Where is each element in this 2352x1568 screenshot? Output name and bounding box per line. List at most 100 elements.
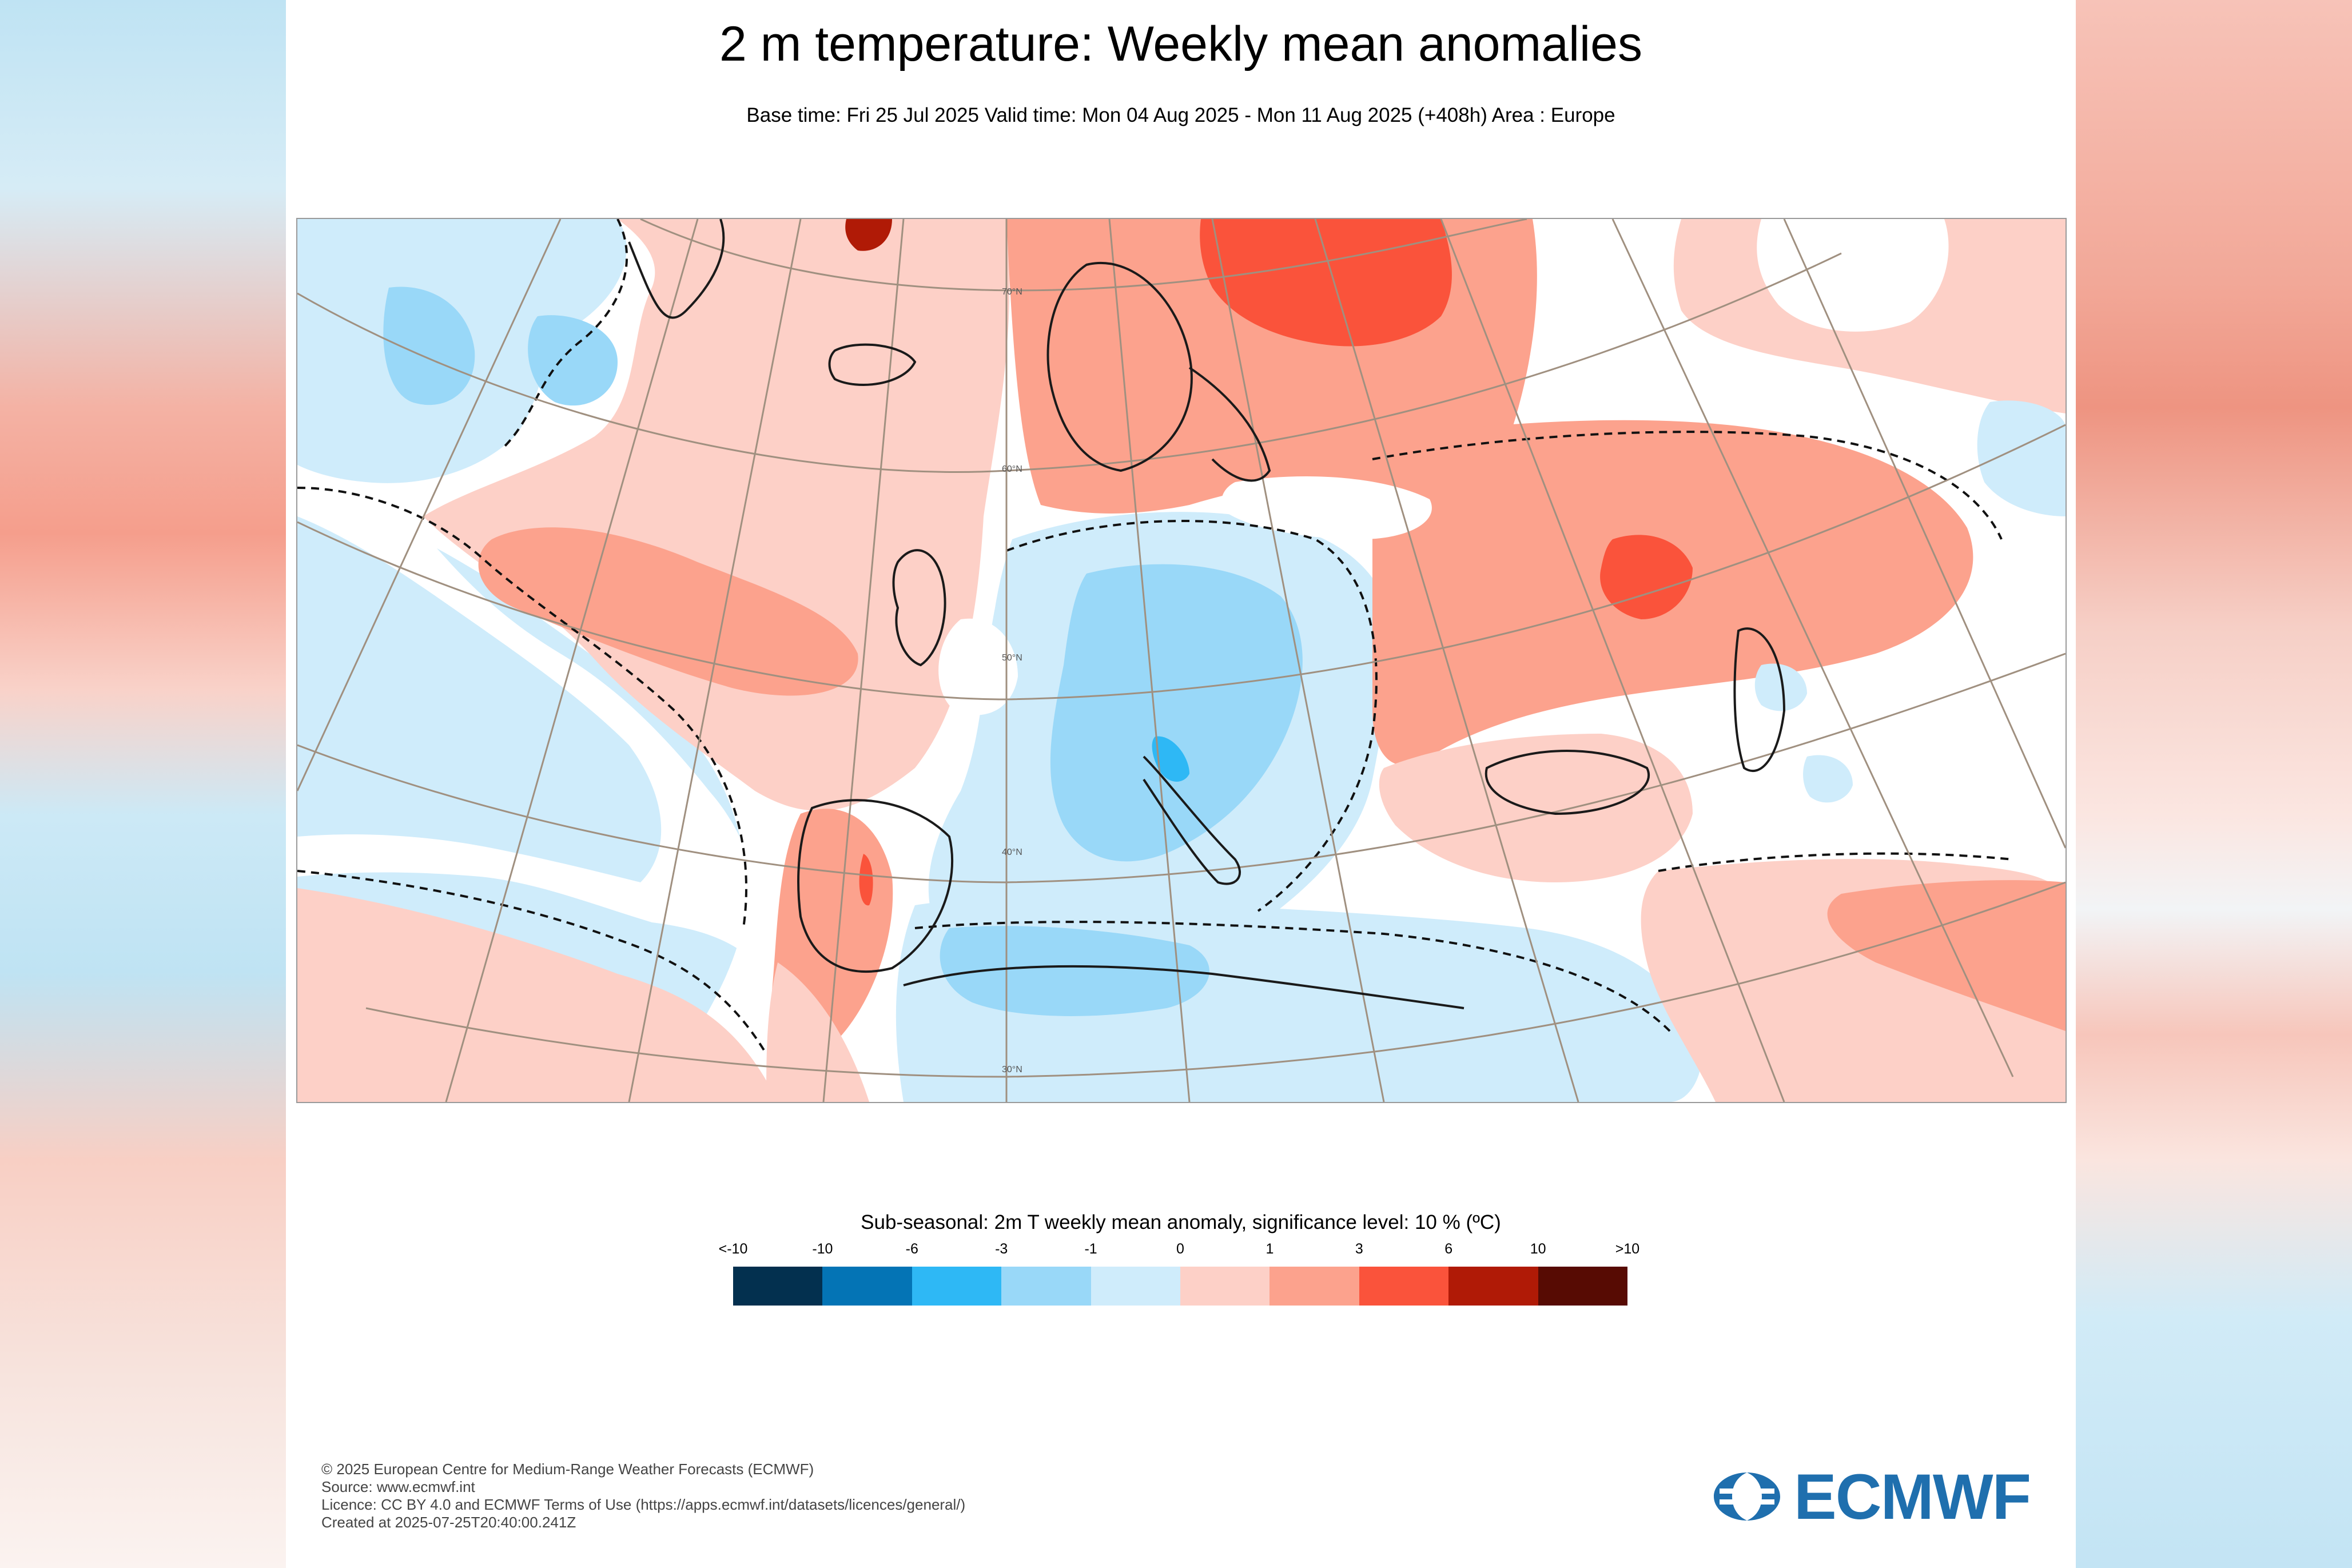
anomaly-region-ukraine-hot [1600, 535, 1693, 619]
anomaly-region-sahara-warm [766, 962, 869, 1102]
significance-contour-south [914, 921, 1671, 1032]
legend-tick: -1 [1084, 1241, 1097, 1257]
graticule-meridian-w20 [628, 219, 802, 1102]
anomaly-region-east-cool [1977, 400, 2066, 516]
anomaly-region-subtropic-warm [297, 888, 778, 1102]
legend-swatch [1091, 1267, 1181, 1306]
significance-contour-subtropic [297, 870, 767, 1055]
coastline-black-sea [1485, 750, 1650, 815]
coastlines [628, 219, 1786, 1009]
coastline-iceland [828, 343, 917, 386]
legend-swatch [1359, 1267, 1449, 1306]
coastline-italy [1143, 755, 1241, 885]
anomaly-region-kazakh-neutral [1796, 671, 2060, 809]
legend-color-bar [733, 1267, 1628, 1306]
ecmwf-logo-text: ECMWF [1794, 1460, 2031, 1533]
graticule-meridian-e20 [1211, 219, 1385, 1102]
significance-contour-mideast [1658, 852, 2013, 872]
legend-swatch [1001, 1267, 1091, 1306]
graticule [297, 219, 2066, 1102]
significance-contour-east [1372, 431, 2003, 540]
legend-swatch [822, 1267, 912, 1306]
anomaly-region-atlantic-neutral [297, 471, 759, 962]
legend-tick: 10 [1530, 1241, 1546, 1257]
graticule-parallel-30 [365, 881, 2066, 1078]
graticule-meridian-w40 [297, 219, 562, 791]
anomaly-region-poland-neutral [1221, 476, 1432, 539]
legend-swatch [1538, 1267, 1628, 1306]
graticule-meridian-w30 [445, 219, 699, 1102]
ecmwf-logo: ECMWF [1707, 1461, 2031, 1533]
coastline-caspian [1733, 627, 1786, 773]
anomaly-region-france-neutral [938, 618, 1018, 715]
legend-tick: 1 [1265, 1241, 1274, 1257]
graticule-parallel-40 [297, 652, 2066, 884]
latitude-labels: 70°N 60°N 50°N 40°N 30°N [1002, 287, 1022, 1074]
anomaly-region-finland-russia-hot [1200, 219, 1452, 347]
anomaly-region-italy-coldest [1152, 736, 1189, 782]
anomaly-region-labrador-cool-3 [528, 315, 618, 406]
graticule-meridian-e30 [1314, 219, 1579, 1102]
lat-label-70: 70°N [1002, 287, 1022, 297]
anomaly-region-iran-warm [1827, 880, 2066, 1031]
lat-label-40: 40°N [1002, 847, 1022, 857]
legend-swatch [1448, 1267, 1538, 1306]
legend-tick: >10 [1615, 1241, 1640, 1257]
lat-label-60: 60°N [1002, 464, 1022, 474]
coastline-greenland [628, 219, 725, 319]
coastline-iberia [797, 799, 954, 973]
significance-contour-north [502, 219, 628, 449]
anomaly-map: 70°N 60°N 50°N 40°N 30°N [296, 218, 2067, 1103]
legend-ticks: <-10 -10 -6 -3 -1 0 1 3 6 10 >10 [719, 1241, 1640, 1261]
background-left-panel [0, 0, 286, 1568]
footer-licence: Licence: CC BY 4.0 and ECMWF Terms of Us… [321, 1496, 966, 1513]
legend-swatch [912, 1267, 1002, 1306]
footer-source: Source: www.ecmwf.int [321, 1478, 475, 1495]
graticule-parallel-70 [640, 219, 1527, 292]
anomaly-region-svalbard-hot [845, 219, 892, 251]
footer-credits: © 2025 European Centre for Medium-Range … [321, 1460, 965, 1531]
graticule-meridian-e40 [1440, 219, 1785, 1102]
graticule-meridian-e50 [1611, 219, 2014, 1077]
anomaly-region-balkans-warm [1379, 734, 1693, 882]
legend-tick: 3 [1355, 1241, 1363, 1257]
graticule-meridian-e10 [1108, 219, 1191, 1102]
anomaly-region-caspian-cool [1754, 663, 1807, 711]
graticule-meridian-w10 [822, 219, 905, 1102]
significance-contour-central-europe [1006, 520, 1378, 912]
legend-tick: -6 [905, 1241, 918, 1257]
background-right-panel [2076, 0, 2352, 1568]
legend-tick: 6 [1444, 1241, 1453, 1257]
graticule-meridian-e60 [1783, 219, 2066, 849]
anomaly-region-central-europe-cold [1050, 564, 1303, 862]
anomaly-region-tibet-cool [1803, 755, 1853, 803]
ecmwf-logo-icon [1714, 1473, 1780, 1521]
legend-tick: -3 [995, 1241, 1008, 1257]
graticule-parallel-50 [297, 424, 2066, 701]
page-subtitle: Base time: Fri 25 Jul 2025 Valid time: M… [746, 104, 1615, 126]
lat-label-30: 30°N [1002, 1065, 1022, 1074]
significance-contours [297, 219, 2013, 1055]
coastline-north-africa [903, 965, 1464, 1009]
legend-swatch [1180, 1267, 1270, 1306]
legend-tick: 0 [1176, 1241, 1184, 1257]
legend-swatch [733, 1267, 823, 1306]
anomaly-region-atlantic-warm-core [478, 527, 858, 696]
significance-contour-atlantic [297, 487, 747, 929]
footer-created: Created at 2025-07-25T20:40:00.241Z [321, 1514, 576, 1531]
legend-swatch [1269, 1267, 1359, 1306]
footer-copyright: © 2025 European Centre for Medium-Range … [321, 1460, 814, 1478]
legend-tick: <-10 [718, 1241, 748, 1257]
graticule-parallel-60 [297, 252, 1842, 473]
anomaly-region-siberia-neutral [1757, 219, 1949, 332]
anomaly-region-portugal-hot [859, 854, 873, 906]
legend-tick: -10 [812, 1241, 833, 1257]
page-title: 2 m temperature: Weekly mean anomalies [719, 17, 1642, 71]
coastline-baltic [1188, 367, 1271, 482]
coastline-scandinavia [1046, 261, 1193, 472]
coastline-british-isles [892, 549, 946, 667]
legend-title: Sub-seasonal: 2m T weekly mean anomaly, … [861, 1211, 1501, 1233]
lat-label-50: 50°N [1002, 653, 1022, 663]
map-canvas: 70°N 60°N 50°N 40°N 30°N [297, 219, 2066, 1102]
anomaly-region-labrador-cool-2 [383, 286, 475, 405]
